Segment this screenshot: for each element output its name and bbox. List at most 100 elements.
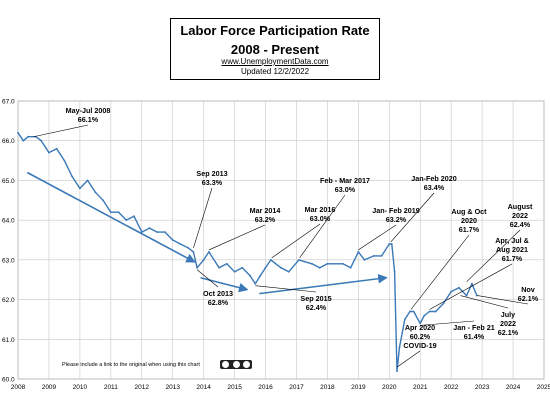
annotation-label: 62.4% — [510, 220, 531, 229]
data-point — [465, 294, 468, 297]
x-tick-label: 2016 — [258, 384, 273, 391]
annotation-label: Jan-Feb 2020 — [411, 174, 457, 183]
data-point — [254, 282, 257, 285]
x-tick-label: 2009 — [42, 384, 57, 391]
x-tick-label: 2025 — [537, 384, 550, 391]
x-tick-label: 2011 — [104, 384, 118, 391]
x-tick-label: 2019 — [351, 384, 366, 391]
data-point — [202, 259, 205, 261]
annotation-label: 61.7% — [459, 225, 480, 234]
data-point — [471, 282, 473, 285]
trend-arrow — [200, 276, 249, 293]
annotation-label: 2022 — [512, 211, 528, 220]
data-point — [390, 243, 393, 245]
trend-arrow — [26, 171, 196, 263]
y-tick-labels: 60.0 61.0 62.0 63.0 64.0 65.0 66.0 67.0 — [2, 99, 15, 384]
data-point — [428, 310, 431, 313]
x-tick-label: 2022 — [444, 384, 459, 391]
annotation-label: 62.1% — [498, 328, 519, 337]
x-tick-labels: 2008 2009 2010 2011 2012 2013 2014 2015 2016 2017… — [11, 384, 550, 391]
annotation-pointer — [33, 124, 89, 138]
annotation-label: 62.4% — [306, 303, 327, 312]
data-point — [287, 270, 290, 273]
trend-arrows — [26, 171, 388, 295]
data-point — [94, 191, 97, 194]
data-point — [86, 179, 89, 182]
data-point — [102, 199, 104, 202]
annotation-pointer — [396, 350, 421, 368]
plot-area — [17, 100, 545, 380]
annotation-label: Nov — [521, 285, 535, 294]
annotation-label: July — [501, 310, 515, 319]
annotation-pointer — [420, 320, 475, 326]
annotation-label: Apr 2020 — [405, 323, 435, 332]
annotation-label: Jan- Feb 2019 — [372, 206, 420, 215]
annotation-label: Aug 2021 — [496, 245, 528, 254]
updated-date: Updated 12/2/2022 — [240, 67, 310, 76]
data-point — [187, 247, 190, 249]
data-point — [434, 310, 437, 313]
annotation-label: Apr, Jul & — [495, 236, 529, 245]
data-point — [117, 211, 120, 214]
data-point — [48, 151, 50, 154]
annotation-label: Aug & Oct — [451, 207, 487, 216]
data-point — [442, 302, 445, 305]
annotation-pointer — [429, 263, 513, 310]
data-point — [140, 231, 143, 234]
y-tick-label: 67.0 — [2, 99, 15, 106]
site-link[interactable]: www.UnemploymentData.com — [221, 57, 329, 66]
data-point — [476, 294, 478, 297]
chart-subtitle: 2008 - Present — [230, 42, 320, 57]
annotation-pointer — [358, 224, 397, 251]
chart-title: Labor Force Participation Rate — [180, 23, 370, 38]
data-point — [412, 310, 415, 313]
data-point — [280, 266, 282, 269]
data-point — [398, 346, 401, 349]
series-line — [17, 131, 478, 372]
y-tick-label: 61.0 — [2, 337, 15, 344]
annotation-label: 62.8% — [208, 298, 229, 307]
data-point — [380, 255, 383, 257]
data-point — [393, 270, 396, 273]
annotation-label: Oct 2013 — [203, 289, 233, 298]
data-point — [196, 266, 199, 269]
data-point — [318, 266, 321, 269]
data-point — [259, 274, 262, 277]
y-tick-label: 62.0 — [2, 297, 15, 304]
x-tick-label: 2023 — [475, 384, 490, 391]
x-tick-label: 2017 — [289, 384, 304, 391]
annotation-label: 63.4% — [424, 183, 445, 192]
data-point — [423, 314, 426, 317]
annotation-pointer — [299, 194, 346, 259]
data-point — [241, 266, 244, 269]
data-point — [208, 251, 210, 253]
x-tick-label: 2020 — [382, 384, 397, 391]
annotation-label: Sep 2015 — [300, 294, 331, 303]
data-point — [179, 243, 182, 245]
data-point — [264, 266, 267, 269]
annotation-pointer — [466, 229, 521, 282]
data-point — [403, 318, 406, 321]
annotation-pointer — [477, 295, 529, 305]
annotation-pointer — [390, 192, 435, 243]
annotation-label: Jan - Feb 21 — [453, 323, 495, 332]
data-point — [148, 227, 151, 230]
annotation-label: May-Jul 2008 — [66, 106, 111, 115]
data-point — [298, 259, 300, 261]
annotation-label: 66.1% — [78, 115, 99, 124]
data-point — [156, 231, 159, 234]
data-point — [171, 239, 174, 241]
x-tick-label: 2012 — [135, 384, 150, 391]
annotation-label: 63.2% — [386, 215, 407, 224]
data-point — [109, 211, 112, 214]
data-point — [372, 255, 375, 257]
data-point — [79, 187, 81, 190]
data-point — [133, 215, 135, 218]
attribution-note: Please include a link to the original wh… — [62, 362, 200, 368]
data-point — [192, 251, 195, 253]
annotation-label: 2020 — [461, 216, 477, 225]
annotation-pointer — [193, 187, 213, 249]
x-tick-label: 2010 — [73, 384, 88, 391]
trend-arrow — [259, 273, 388, 295]
annotation-label: 63.0% — [335, 185, 356, 194]
